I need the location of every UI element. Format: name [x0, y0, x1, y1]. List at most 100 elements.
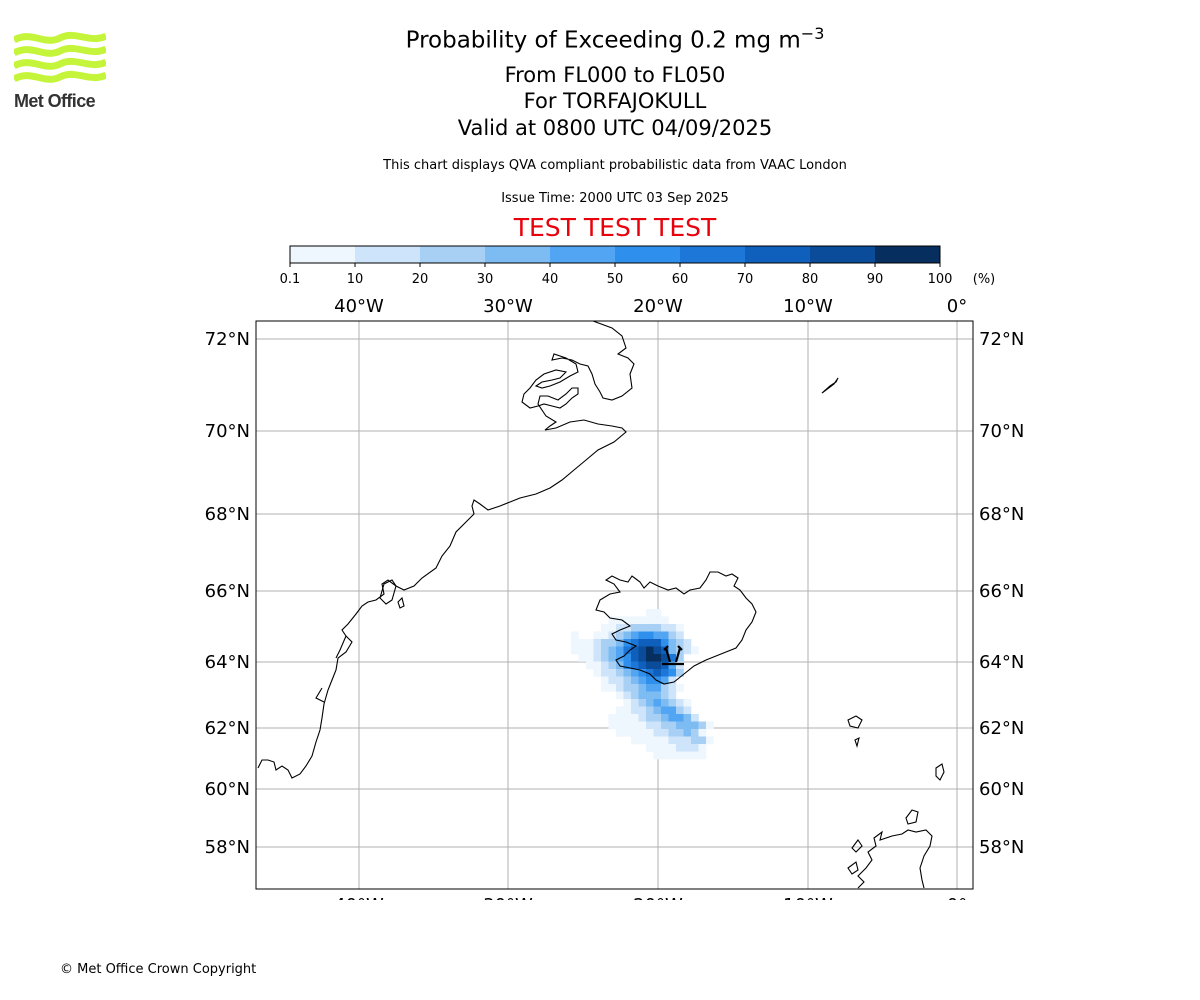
plume-cell [683, 751, 692, 760]
colorbar-tick-label: 80 [802, 272, 819, 287]
plume-cell [668, 751, 677, 760]
colorbar-unit: (%) [973, 272, 996, 287]
plume-cell [653, 669, 662, 677]
latitude-label: 72°N [979, 329, 1024, 350]
plume-cell [683, 729, 692, 737]
plume-cell [668, 631, 677, 640]
longitude-label: 10°W [783, 895, 833, 900]
valid-time: Valid at 0800 UTC 04/09/2025 [457, 116, 773, 140]
plume-cell [571, 639, 579, 647]
latitude-label: 58°N [205, 837, 250, 858]
jan-mayen-coastline [821, 377, 839, 394]
plume-cell [646, 631, 654, 640]
plume-cell [601, 624, 609, 632]
plume-cell [616, 616, 624, 625]
plume-cell [638, 639, 647, 647]
plume-cell [638, 616, 647, 625]
plume-cell [646, 624, 654, 632]
plume-cell [676, 624, 684, 632]
plume-cell [608, 669, 617, 677]
plume-cell [646, 616, 654, 625]
plume-cell [661, 639, 669, 647]
plume-cell [653, 639, 662, 647]
colorbar-tick-label: 70 [737, 272, 754, 287]
colorbar-box [680, 246, 746, 263]
colorbar-box [745, 246, 811, 263]
plume-cell [631, 661, 639, 670]
plume-cell [608, 624, 617, 632]
colorbar-tick-label: 90 [867, 272, 884, 287]
latitude-label: 70°N [979, 421, 1024, 442]
plume-cell [646, 661, 654, 670]
plume-cell [706, 736, 714, 745]
latitude-label: 64°N [205, 652, 250, 673]
plume-cell [668, 646, 677, 655]
plume-cell [601, 639, 609, 647]
plume-cell [646, 639, 654, 647]
plume-cell [653, 609, 662, 617]
plume-cell [668, 714, 677, 722]
volcano-name: For TORFAJOKULL [523, 89, 707, 113]
plume-cell [668, 691, 677, 700]
plume-cell [631, 684, 639, 692]
colorbar-tick-label: 10 [347, 272, 364, 287]
plume-cell [653, 699, 662, 707]
plume-cell [653, 751, 662, 760]
plume-cell [653, 684, 662, 692]
plume-cell [653, 654, 662, 662]
plume-cell [691, 714, 699, 722]
latitude-label: 68°N [979, 504, 1024, 525]
plume-cell [683, 714, 692, 722]
plume-cell [601, 631, 609, 640]
colorbar-box [615, 246, 681, 263]
longitude-label: 20°W [633, 296, 683, 317]
plume-cell [593, 631, 602, 640]
plume-cell [646, 684, 654, 692]
plume-cell [683, 646, 692, 655]
plume-cell [638, 624, 647, 632]
plume-cell [661, 684, 669, 692]
plume-cell [668, 729, 677, 737]
longitude-label: 0° [947, 296, 967, 317]
plume-cell [593, 639, 602, 647]
plume-cell [616, 676, 624, 685]
colorbar: 0.1 10 20 30 40 50 60 70 80 90 100 (%) [280, 245, 996, 287]
longitude-label: 20°W [633, 895, 683, 900]
plume-cell [608, 646, 617, 655]
plume-cell [631, 721, 639, 730]
plume-cell [676, 744, 684, 752]
plume-cell [623, 624, 632, 632]
plume-cell [676, 729, 684, 737]
plume-cell [653, 744, 662, 752]
plume-cell [638, 669, 647, 677]
plume-cell [653, 706, 662, 715]
shetland-coastline [935, 763, 945, 781]
plume-cell [616, 631, 624, 640]
plume-cell [661, 706, 669, 715]
plume-cell [631, 631, 639, 640]
plume-cell [646, 646, 654, 655]
plume-cell [638, 736, 647, 745]
plume-cell [646, 676, 654, 685]
plume-cell [593, 661, 602, 670]
colorbar-box [290, 246, 356, 263]
plume-cell [706, 721, 714, 730]
plume-cell [593, 669, 602, 677]
plume-cell [668, 684, 677, 692]
plume-cell [683, 706, 692, 715]
plume-cell [661, 654, 669, 662]
plume-cell [631, 616, 639, 625]
plume-cell [638, 721, 647, 730]
colorbar-tick-label: 30 [477, 272, 494, 287]
plume-cell [676, 736, 684, 745]
plume-cell [646, 706, 654, 715]
colorbar-box [550, 246, 616, 263]
latitude-label: 58°N [979, 837, 1024, 858]
plume-cell [586, 646, 594, 655]
plume-cell [571, 631, 579, 640]
latitude-label: 66°N [979, 581, 1024, 602]
plume-cell [616, 721, 624, 730]
map-area: 40°W 40°W 30°W 30°W 20°W 20°W 10°W 10°W 0° 0° 72°N… [205, 296, 1025, 900]
latitude-label: 70°N [205, 421, 250, 442]
plume-cell [661, 669, 669, 677]
